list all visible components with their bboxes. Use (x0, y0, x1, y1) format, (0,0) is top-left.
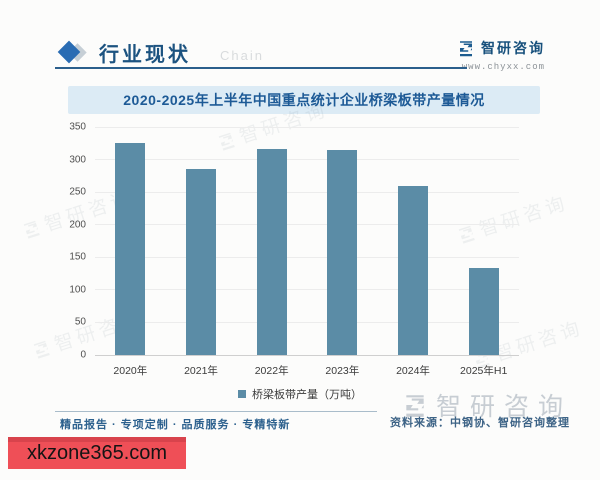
gridline (95, 191, 519, 193)
watermark-brand-text: 智研咨询 (435, 393, 572, 421)
watermark-logo-icon (218, 132, 235, 151)
brand-url: www.chyxx.com (461, 62, 545, 72)
chart-title: 2020-2025年上半年中国重点统计企业桥梁板带产量情况 (68, 86, 540, 114)
brand-logo-icon (460, 41, 472, 57)
legend-marker (238, 390, 246, 398)
x-category-label: 2025年H1 (460, 365, 508, 377)
data-source-note: 资料来源：中钢协、智研咨询整理 (390, 417, 570, 429)
y-tick-label: 0 (80, 349, 86, 361)
y-tick-label: 300 (69, 154, 86, 166)
section-diamond-icon (57, 40, 89, 64)
plot-area: 0 50 100 150 200 250 300 350 2020年 2021年 2022年 2023… (69, 122, 519, 377)
background-watermark: 智研咨询 (214, 95, 332, 156)
section-title: 行业现状 (99, 44, 191, 66)
gridline (95, 256, 519, 258)
header-divider (55, 67, 467, 69)
overlay-site-banner: xkzone365.com (8, 437, 186, 469)
y-tick-label: 200 (69, 219, 86, 231)
bottom-watermark: 智研咨询 (402, 387, 572, 423)
bar-2022年 (256, 149, 287, 355)
y-tick-label: 150 (69, 251, 86, 263)
x-category-label: 2024年 (396, 365, 430, 377)
bar-2020年 (115, 143, 146, 355)
header: 行业现状 Chain 智研咨询 www.chyxx.com (55, 36, 545, 72)
y-tick-label: 50 (74, 316, 86, 328)
background-watermark: 智研咨询 (19, 183, 137, 244)
gridline (95, 289, 519, 291)
bar-2023年 (327, 149, 358, 355)
watermark-logo-icon (406, 395, 424, 417)
gridline (95, 126, 519, 128)
x-axis-line (95, 354, 519, 356)
y-tick-label: 250 (69, 186, 86, 198)
footer-tagline: 精品报告 · 专项定制 · 品质服务 · 专精特新 (60, 419, 291, 431)
bar-2021年 (186, 169, 216, 355)
x-category-label: 2022年 (254, 365, 289, 377)
gridline (95, 159, 519, 161)
legend-label: 桥梁板带产量（万吨） (252, 389, 362, 401)
footer-divider (55, 411, 377, 412)
y-tick-label: 100 (69, 284, 86, 296)
legend: 桥梁板带产量（万吨） (0, 386, 600, 402)
watermark-logo-icon (23, 220, 40, 239)
y-tick-label: 350 (69, 121, 86, 133)
background-watermark: 智研咨询 (454, 188, 572, 249)
gridline (95, 224, 519, 226)
header-faint-watermark: Chain (220, 48, 264, 63)
brand-block: 智研咨询 www.chyxx.com (457, 38, 545, 72)
gridline (95, 321, 519, 323)
bar-2024年 (398, 185, 428, 355)
watermark-logo-icon (33, 340, 50, 359)
watermark-logo-icon (458, 225, 475, 244)
background-watermark: 智研咨询 (29, 303, 147, 364)
x-category-label: 2021年 (184, 365, 218, 377)
x-category-label: 2023年 (325, 365, 360, 377)
brand-name: 智研咨询 (481, 40, 545, 56)
bar-2025年H1 (468, 268, 499, 355)
x-category-label: 2020年 (113, 365, 148, 377)
